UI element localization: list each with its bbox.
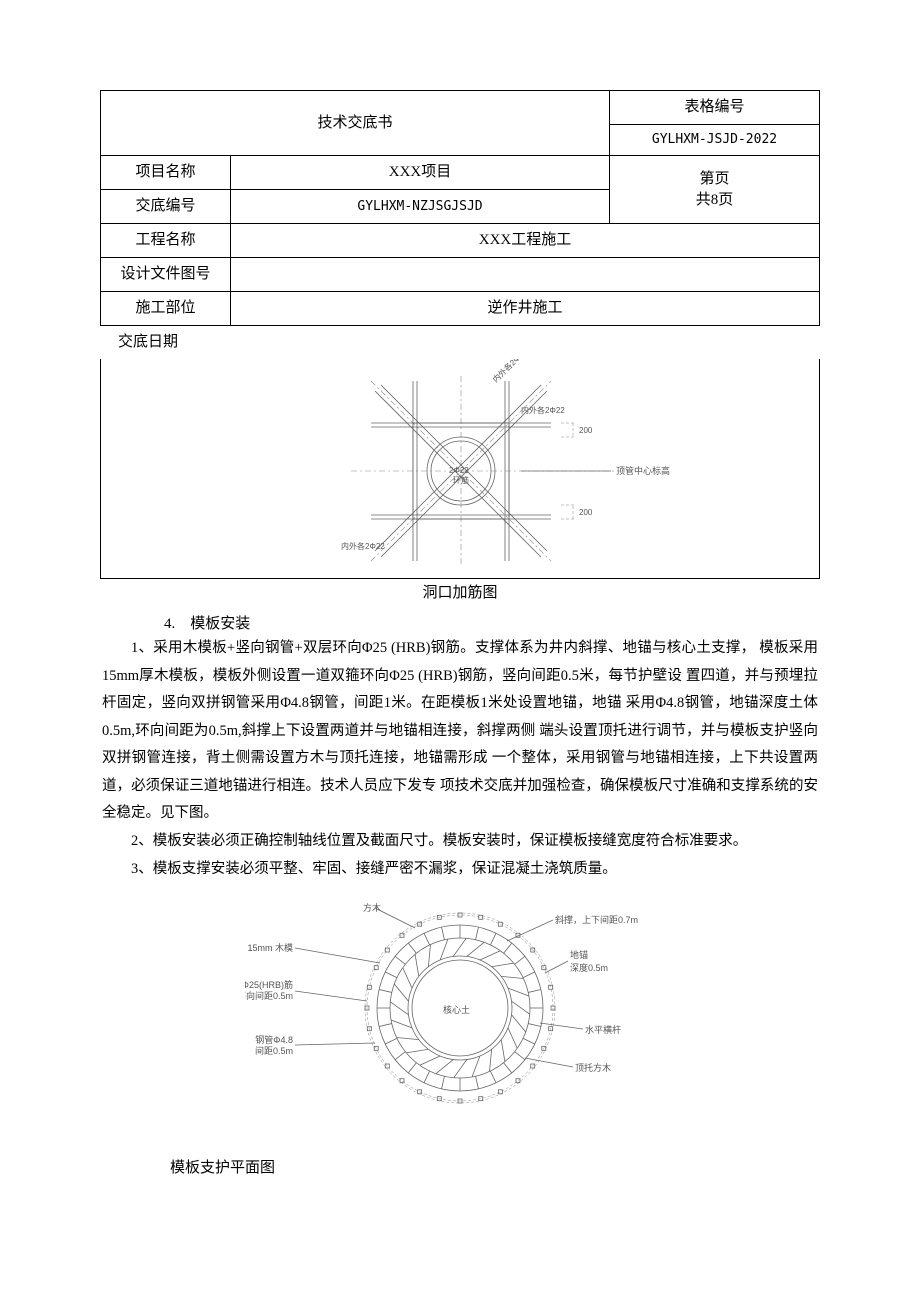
form-num-value: GYLHXM-JSJD-2022 (610, 125, 820, 156)
row-label: 交底编号 (101, 190, 231, 224)
f2-l1: 15mm 木模 (247, 942, 293, 953)
f2-l2b: 环向间距0.5m (245, 990, 293, 1001)
figure-1-caption: 洞口加筋图 (100, 583, 820, 604)
f2-l3a: 钢管Φ4.8 (255, 1034, 293, 1045)
f2-l3b: 间距0.5m (255, 1045, 293, 1056)
row-label: 工程名称 (101, 224, 231, 258)
row-value: XXX工程施工 (231, 224, 820, 258)
row-value: GYLHXM-NZJSGJSJD (231, 190, 610, 224)
form-num-label: 表格编号 (610, 91, 820, 125)
f2-r3: 水平横杆 (585, 1024, 621, 1035)
page-info: 第页 共8页 (610, 156, 820, 224)
figure-1-box: 内外各2Φ22 内外各2Φ22 2Φ22 环筋 内外各2Φ22 顶管中心标高 2… (100, 359, 820, 579)
row-label: 项目名称 (101, 156, 231, 190)
page-line1: 第页 (618, 169, 811, 190)
f1-center: 2Φ22 (449, 466, 469, 475)
header-table: 技术交底书 表格编号 GYLHXM-JSJD-2022 项目名称 XXX项目 第… (100, 90, 820, 326)
page-line2: 共8页 (618, 190, 811, 211)
f1-bottom-left: 内外各2Φ22 (341, 541, 385, 551)
f1-top-diag: 内外各2Φ22 (490, 359, 528, 384)
para-1: 1、采用木模板+竖向钢管+双层环向Φ25 (HRB)钢筋。支撑体系为井内斜撑、地… (100, 635, 820, 828)
figure-2-svg: 方木 15mm 木模 Φ25(HRB)筋 环向间距0.5m 钢管Φ4.8 间距0… (245, 893, 675, 1123)
f1-center-sub: 环筋 (453, 475, 469, 485)
row-value (231, 258, 820, 292)
f1-dim-r: 200 (579, 426, 593, 435)
row-value: XXX项目 (231, 156, 610, 190)
row-value: 逆作井施工 (231, 292, 820, 326)
para-3: 3、模板支撑安装必须平整、牢固、接缝严密不漏浆，保证混凝土浇筑质量。 (100, 856, 820, 884)
section-heading: 4. 模板安装 (100, 614, 820, 635)
f2-r4: 顶托方木 (575, 1062, 611, 1073)
f2-r1: 斜撑，上下间距0.7m (555, 914, 638, 925)
date-label: 交底日期 (100, 326, 820, 359)
row-label: 设计文件图号 (101, 258, 231, 292)
figure-1-svg: 内外各2Φ22 内外各2Φ22 2Φ22 环筋 内外各2Φ22 顶管中心标高 2… (101, 359, 820, 577)
para-2: 2、模板安装必须正确控制轴线位置及截面尺寸。模板安装时，保证模板接缝宽度符合标准… (100, 828, 820, 856)
f2-r2b: 深度0.5m (570, 962, 608, 973)
figure-2-wrap: 方木 15mm 木模 Φ25(HRB)筋 环向间距0.5m 钢管Φ4.8 间距0… (100, 893, 820, 1130)
row-label: 施工部位 (101, 292, 231, 326)
section-title: 模板安装 (190, 616, 250, 632)
section-num: 4. (164, 616, 175, 632)
f1-dim-b: 200 (579, 508, 593, 517)
f2-top-left: 方木 (363, 902, 381, 913)
f2-r2a: 地锚 (570, 949, 588, 960)
doc-title: 技术交底书 (101, 91, 610, 156)
f1-right-mid: 顶管中心标高 (616, 465, 670, 476)
figure-2-caption: 模板支护平面图 (100, 1158, 820, 1179)
f1-right-top: 内外各2Φ22 (521, 405, 565, 415)
f2-l2a: Φ25(HRB)筋 (245, 979, 293, 990)
f2-center: 核心土 (443, 1004, 470, 1015)
